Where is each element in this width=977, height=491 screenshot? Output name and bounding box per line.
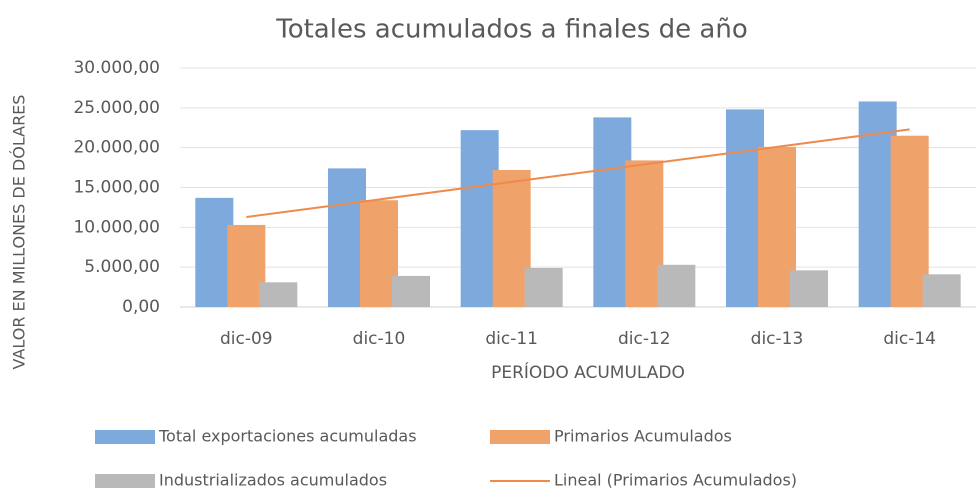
bar — [758, 146, 796, 307]
x-axis-label: PERÍODO ACUMULADO — [491, 361, 685, 383]
x-tick-label: dic-12 — [618, 329, 671, 349]
bar — [492, 169, 531, 307]
y-tick-label: 5.000,00 — [84, 257, 160, 277]
bar — [593, 117, 632, 307]
x-tick-label: dic-14 — [883, 329, 936, 349]
x-tick-label: dic-13 — [751, 329, 804, 349]
y-tick-label: 20.000,00 — [73, 138, 160, 158]
bar — [625, 160, 664, 307]
legend-label: Industrializados acumulados — [159, 471, 387, 490]
y-tick-label: 0,00 — [122, 297, 160, 317]
chart-title: Totales acumulados a finales de año — [275, 15, 748, 45]
x-tick-label: dic-10 — [353, 329, 406, 349]
bar — [360, 200, 398, 307]
bar — [460, 130, 499, 307]
legend-label: Primarios Acumulados — [554, 427, 732, 446]
bar — [392, 275, 430, 307]
trend-line — [246, 128, 910, 218]
bar — [922, 274, 961, 307]
x-tick-label: dic-09 — [220, 329, 273, 349]
bar — [195, 197, 234, 307]
bar — [259, 282, 298, 307]
bar — [890, 135, 929, 307]
bar — [328, 168, 366, 307]
y-tick-label: 15.000,00 — [73, 178, 160, 198]
bar — [657, 264, 696, 307]
legend-label: Total exportaciones acumuladas — [158, 427, 417, 446]
bar — [726, 109, 764, 307]
bar — [524, 267, 563, 307]
y-tick-label: 25.000,00 — [73, 98, 160, 118]
bar — [227, 224, 266, 307]
y-tick-label: 30.000,00 — [73, 58, 160, 78]
legend-swatch — [95, 474, 155, 488]
bar — [790, 270, 828, 307]
y-tick-label: 10.000,00 — [73, 217, 160, 237]
legend-swatch — [490, 430, 550, 444]
legend-label: Lineal (Primarios Acumulados) — [554, 471, 797, 490]
y-axis-label: VALOR EN MILLONES DE DÓLARES — [10, 95, 29, 370]
legend-swatch — [95, 430, 155, 444]
x-tick-label: dic-11 — [485, 329, 538, 349]
